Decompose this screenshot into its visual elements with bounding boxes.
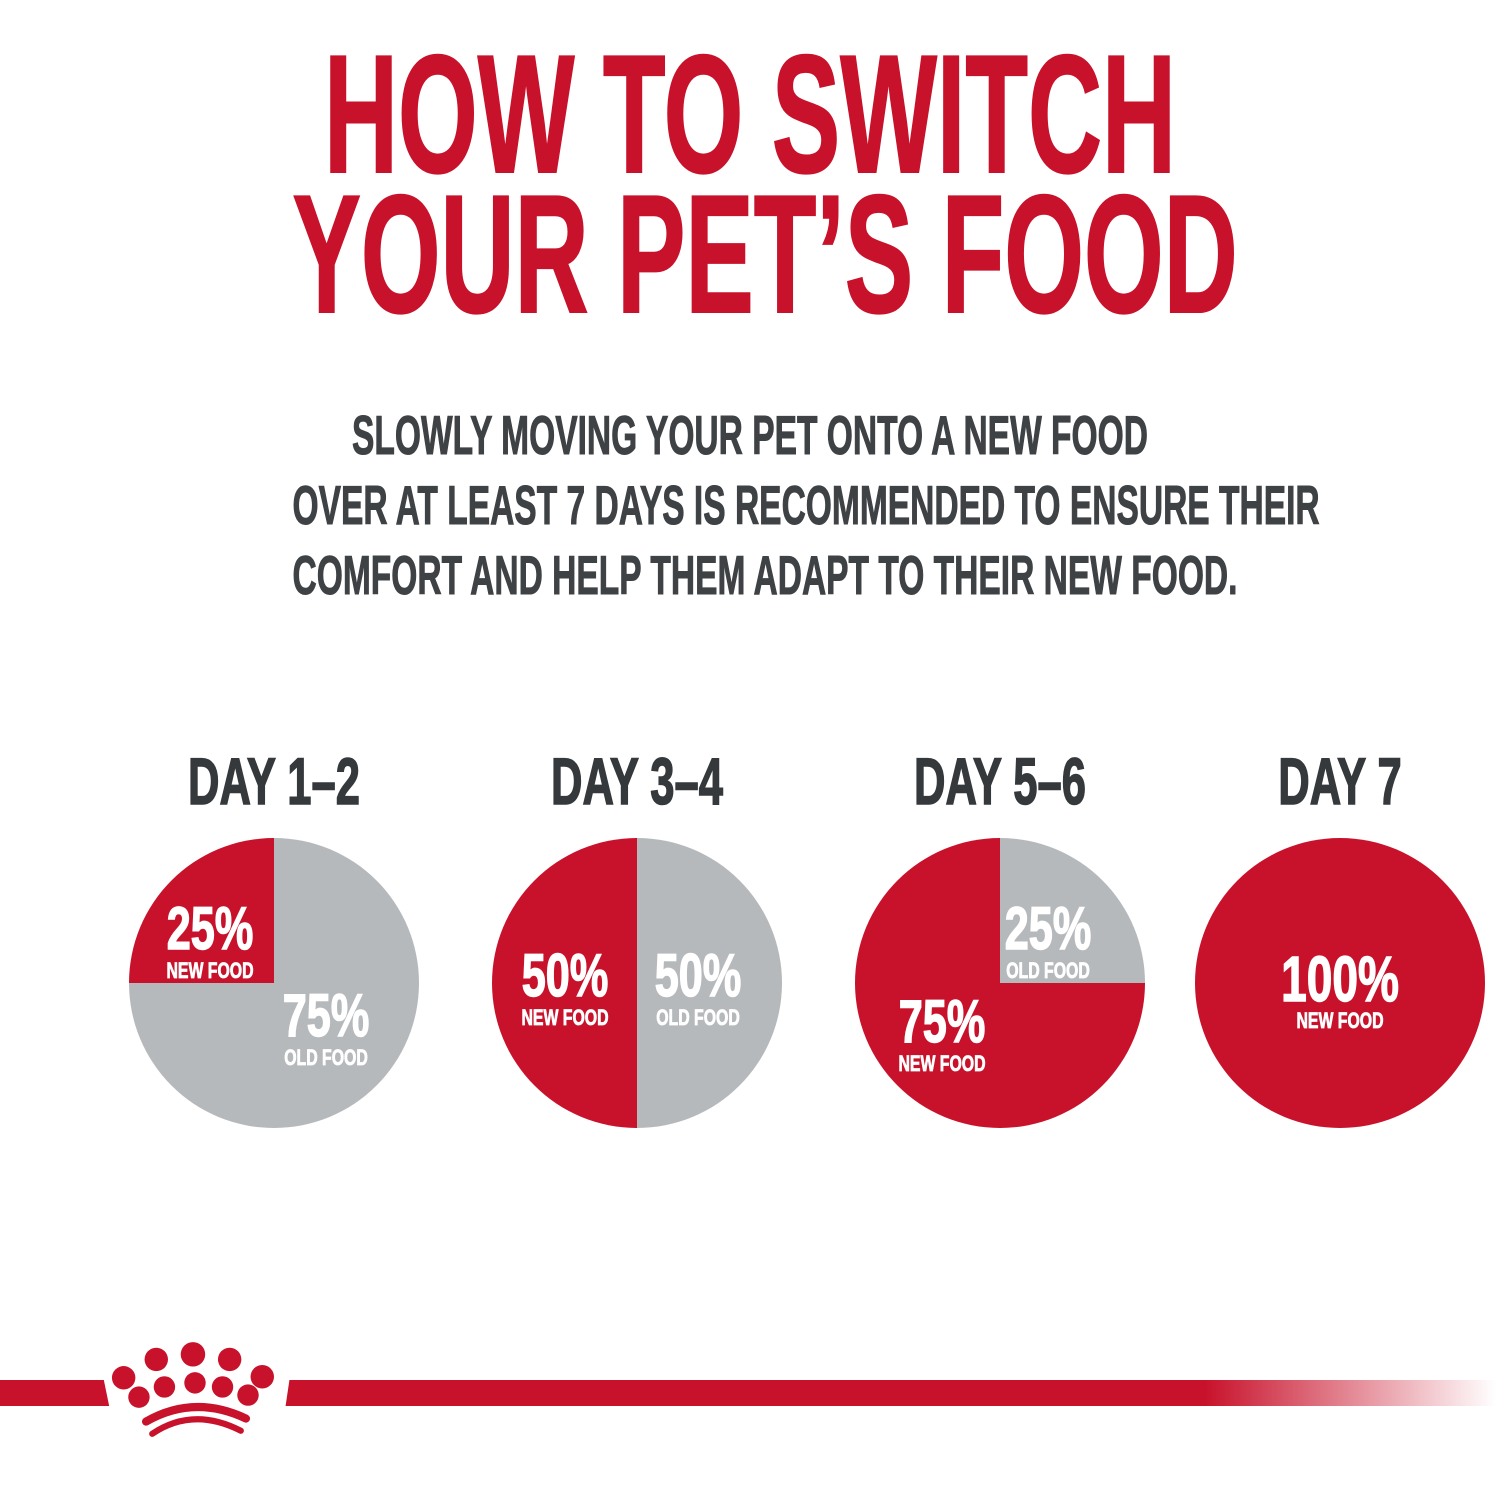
page-title: HOW TO SWITCH YOUR PET’S FOOD bbox=[0, 20, 1500, 348]
day-5-6-column: DAY 5–6 25% OLD FOOD 75% NEW FOOD bbox=[830, 744, 1170, 1128]
old-food-slice-label: 75% OLD FOOD bbox=[282, 982, 370, 1071]
pie-chart-day-7: 100% NEW FOOD bbox=[1195, 838, 1485, 1128]
day-3-4-column: DAY 3–4 50% NEW FOOD 50% OLD FOOD bbox=[467, 744, 807, 1128]
royal-canin-crown-icon bbox=[111, 1342, 274, 1437]
slice-percent: 50% bbox=[521, 941, 609, 1009]
page-subtitle: SLOWLY MOVING YOUR PET ONTO A NEW FOOD O… bbox=[0, 400, 1500, 610]
slice-percent: 75% bbox=[282, 982, 370, 1050]
subtitle-line-2: OVER AT LEAST 7 DAYS IS RECOMMENDED TO E… bbox=[292, 474, 1320, 537]
day-7-column: DAY 7 100% NEW FOOD bbox=[1170, 744, 1500, 1128]
slice-percent: 25% bbox=[166, 895, 254, 963]
subtitle-line-1: SLOWLY MOVING YOUR PET ONTO A NEW FOOD bbox=[352, 404, 1149, 467]
old-food-slice-label: 25% OLD FOOD bbox=[1004, 895, 1092, 984]
slice-percent: 50% bbox=[654, 941, 742, 1009]
pie-chart-day-1-2: 25% NEW FOOD 75% OLD FOOD bbox=[129, 838, 419, 1128]
subtitle-line-3: COMFORT AND HELP THEM ADAPT TO THEIR NEW… bbox=[292, 544, 1238, 607]
slice-name: OLD FOOD bbox=[284, 1045, 368, 1071]
slice-name: NEW FOOD bbox=[898, 1051, 986, 1077]
day-5-6-label: DAY 5–6 bbox=[914, 744, 1087, 818]
transition-days-row: DAY 1–2 25% NEW FOOD 75% OLD FOOD DAY 3–… bbox=[0, 744, 1500, 1308]
slice-percent: 75% bbox=[898, 988, 986, 1056]
day-7-label: DAY 7 bbox=[1278, 744, 1403, 818]
page-title-line-2: YOUR PET’S FOOD bbox=[292, 160, 1238, 348]
old-food-slice-label: 50% OLD FOOD bbox=[654, 941, 742, 1030]
new-food-slice-label: 50% NEW FOOD bbox=[520, 941, 609, 1030]
slice-percent: 100% bbox=[1281, 942, 1400, 1015]
page-title-line-1: HOW TO SWITCH bbox=[323, 20, 1177, 208]
slice-name: OLD FOOD bbox=[656, 1004, 740, 1030]
pie-chart-day-5-6: 25% OLD FOOD 75% NEW FOOD bbox=[855, 838, 1145, 1128]
slice-name: OLD FOOD bbox=[1006, 958, 1090, 984]
day-3-4-label: DAY 3–4 bbox=[551, 744, 724, 818]
new-food-slice-label: 100% NEW FOOD bbox=[1281, 942, 1400, 1033]
day-1-2-column: DAY 1–2 25% NEW FOOD 75% OLD FOOD bbox=[104, 744, 444, 1128]
slice-name: NEW FOOD bbox=[520, 1004, 609, 1030]
new-food-slice-label: 75% NEW FOOD bbox=[898, 988, 986, 1077]
new-food-slice-label: 25% NEW FOOD bbox=[166, 895, 254, 984]
slice-name: NEW FOOD bbox=[1296, 1007, 1384, 1033]
slice-name: NEW FOOD bbox=[166, 958, 254, 984]
day-1-2-label: DAY 1–2 bbox=[188, 744, 361, 818]
pie-chart-day-3-4: 50% NEW FOOD 50% OLD FOOD bbox=[492, 838, 782, 1128]
slice-percent: 25% bbox=[1004, 895, 1092, 963]
